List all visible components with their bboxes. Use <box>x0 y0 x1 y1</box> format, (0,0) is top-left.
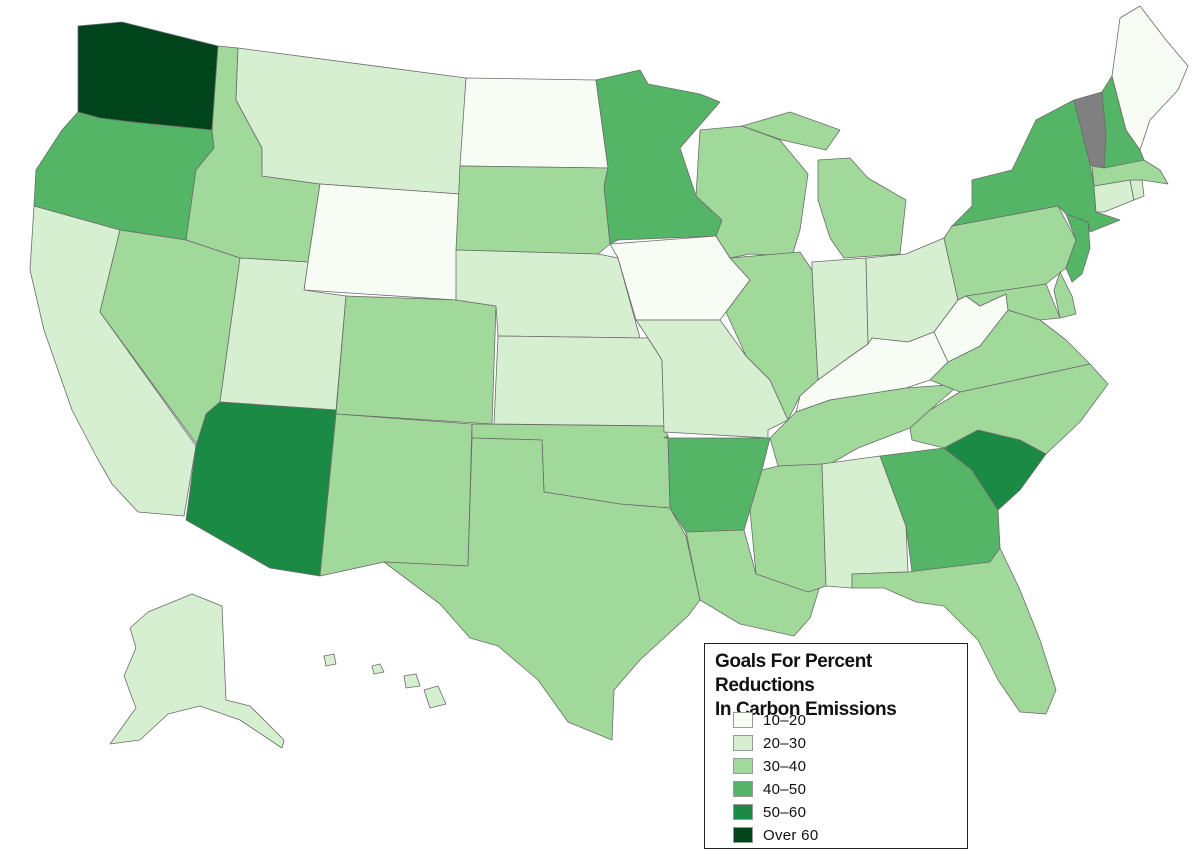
state-alaska[interactable] <box>109 593 285 749</box>
state-kansas[interactable] <box>493 335 665 427</box>
state-hawaii[interactable] <box>323 653 447 709</box>
legend-label: 40–50 <box>763 780 807 798</box>
legend-item-30-40: 30–40 <box>733 756 806 776</box>
legend-title-line-2: In Carbon Emissions <box>715 699 897 720</box>
legend-item-10-20: 10–20 <box>733 710 806 730</box>
state-montana[interactable] <box>235 47 467 195</box>
legend-swatch <box>733 758 753 774</box>
legend-swatch <box>733 827 753 843</box>
legend-swatch <box>733 804 753 820</box>
state-florida[interactable] <box>851 547 1057 715</box>
legend-label: 10–20 <box>763 711 807 729</box>
state-new-york[interactable] <box>951 99 1121 233</box>
legend-item-40-50: 40–50 <box>733 779 806 799</box>
state-louisiana[interactable] <box>685 529 821 637</box>
legend-item-20-30: 20–30 <box>733 733 806 753</box>
legend-swatch <box>733 712 753 728</box>
legend-label: 30–40 <box>763 757 807 775</box>
state-new-mexico[interactable] <box>319 413 473 577</box>
state-north-carolina[interactable] <box>909 363 1109 455</box>
legend-label: 20–30 <box>763 734 807 752</box>
state-colorado[interactable] <box>335 295 497 425</box>
legend-title-line-1: Goals For Percent Reductions <box>715 651 872 696</box>
state-mississippi[interactable] <box>749 463 827 593</box>
state-texas[interactable] <box>383 437 701 741</box>
states-layer <box>29 5 1189 749</box>
state-arizona[interactable] <box>185 401 337 577</box>
state-maryland[interactable] <box>965 283 1061 321</box>
legend-label: Over 60 <box>763 826 819 844</box>
legend-title: Goals For Percent Reductions In Carbon E… <box>715 650 965 722</box>
legend: Goals For Percent Reductions In Carbon E… <box>704 643 968 849</box>
state-north-dakota[interactable] <box>459 77 609 169</box>
state-new-jersey[interactable] <box>1065 213 1091 283</box>
state-maine[interactable] <box>1111 5 1189 151</box>
legend-swatch <box>733 735 753 751</box>
state-washington[interactable] <box>77 21 219 131</box>
state-michigan[interactable] <box>741 111 907 259</box>
state-south-dakota[interactable] <box>455 165 611 255</box>
legend-item-over-60: Over 60 <box>733 825 818 845</box>
legend-swatch <box>733 781 753 797</box>
state-delaware[interactable] <box>1053 271 1077 319</box>
legend-item-50-60: 50–60 <box>733 802 806 822</box>
state-wyoming[interactable] <box>303 183 461 301</box>
legend-label: 50–60 <box>763 803 807 821</box>
state-missouri[interactable] <box>635 319 789 439</box>
